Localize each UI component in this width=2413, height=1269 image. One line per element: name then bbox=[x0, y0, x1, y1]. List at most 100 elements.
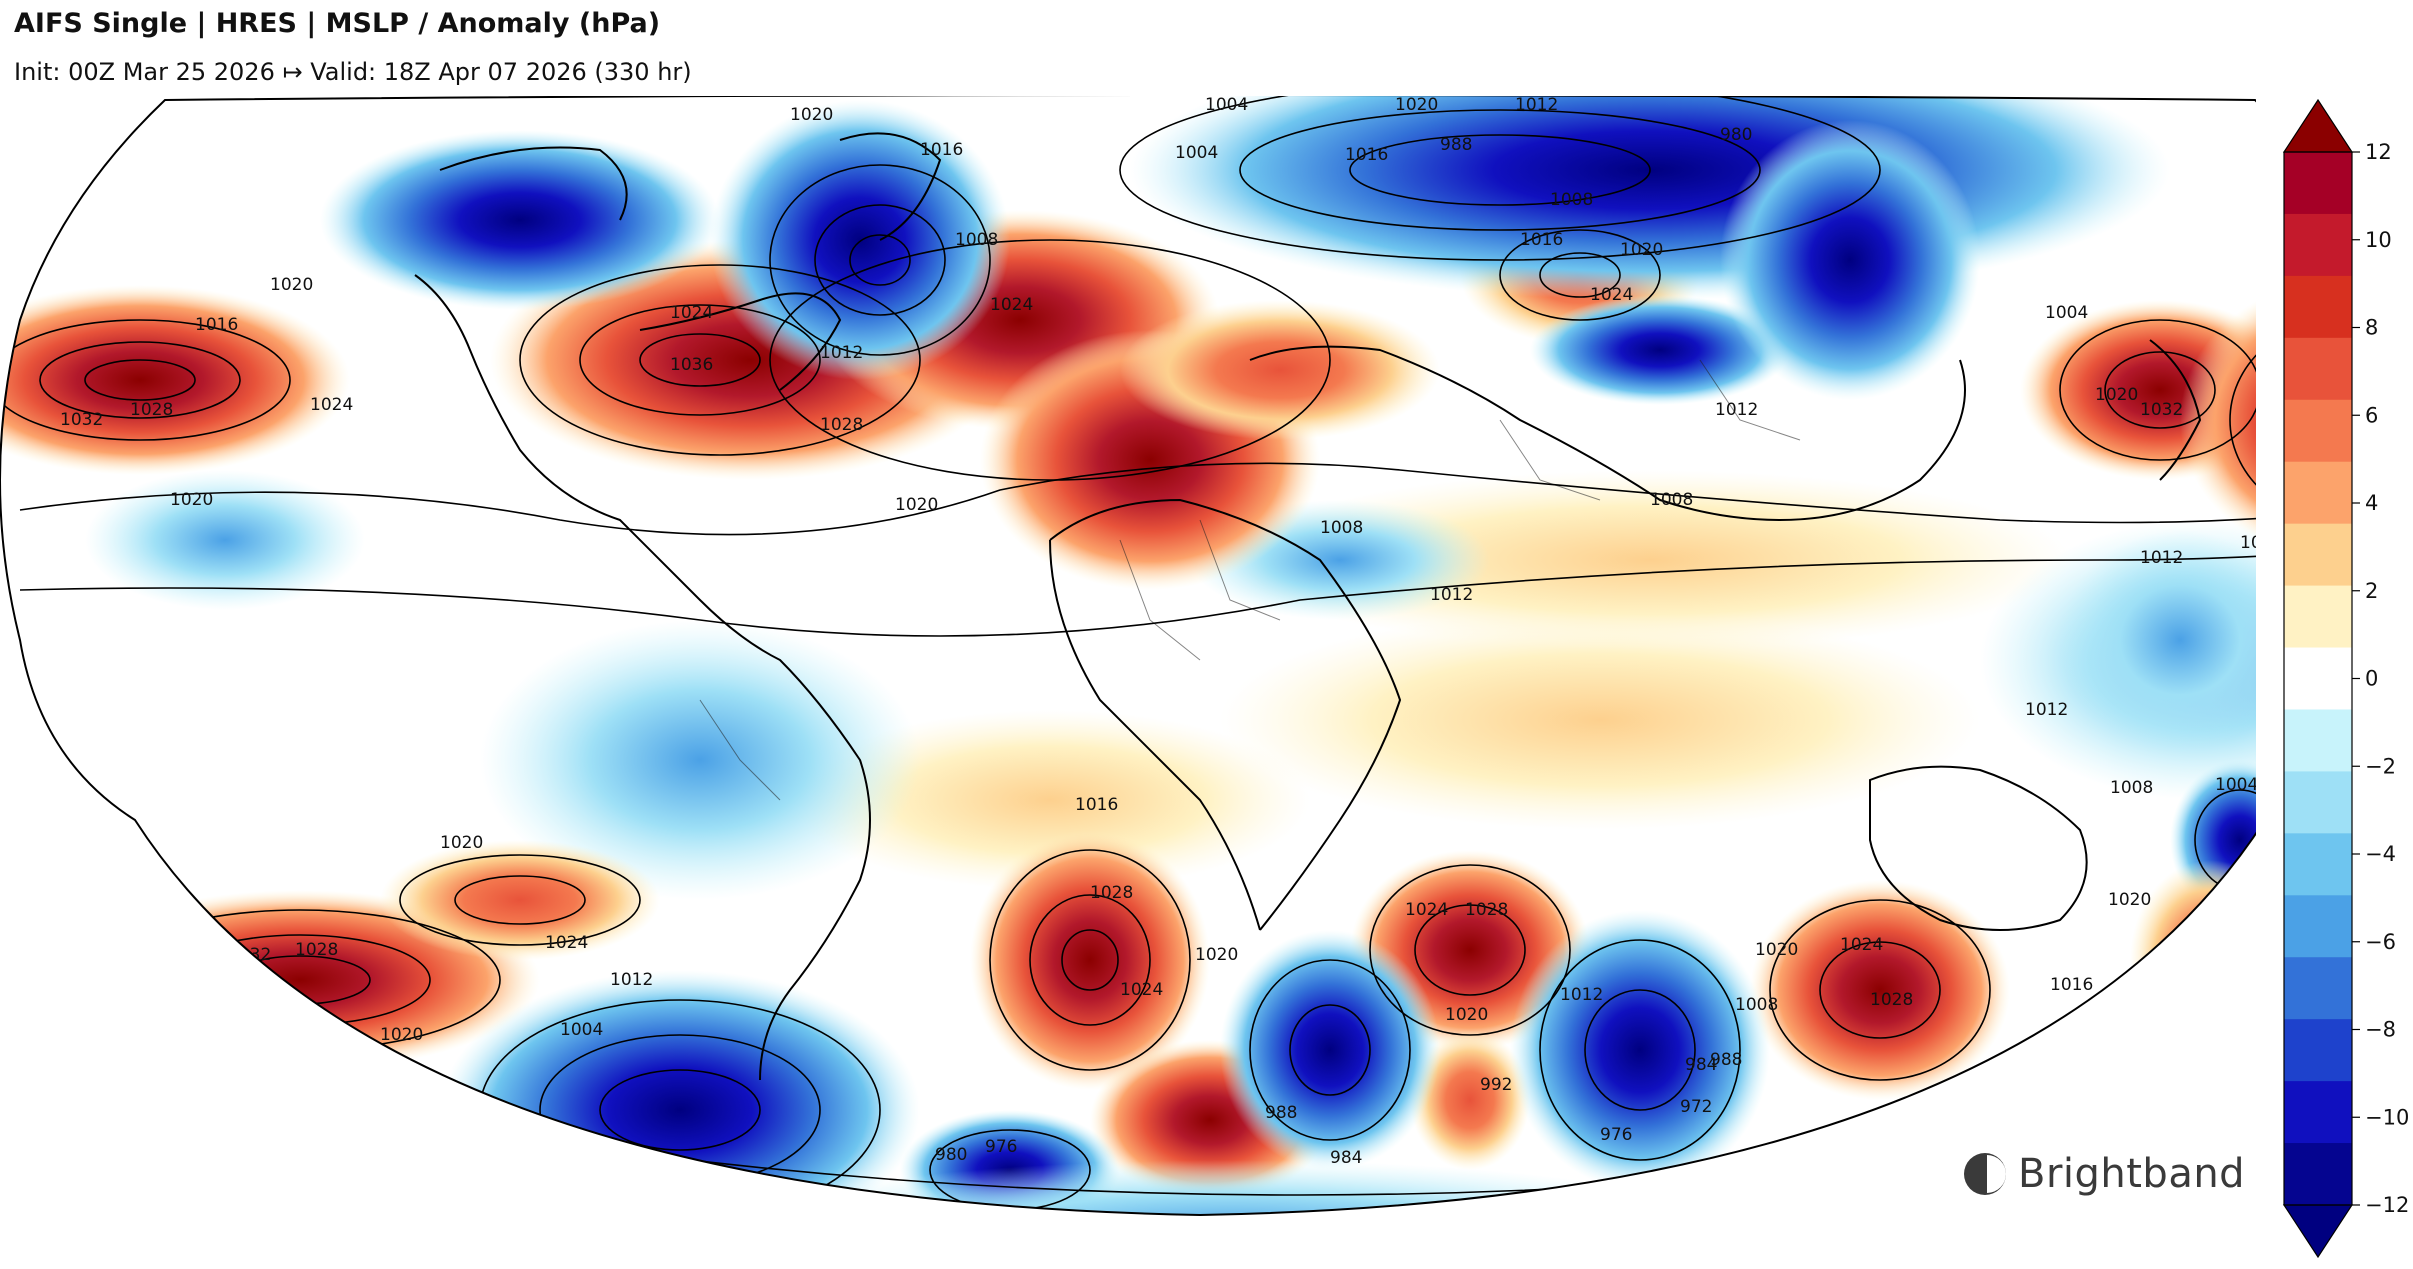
colorbar-band bbox=[2284, 833, 2352, 896]
contour-label: 1036 bbox=[670, 355, 713, 375]
colorbar-band bbox=[2284, 152, 2352, 215]
contour-label: 1004 bbox=[1175, 143, 1218, 163]
contour-label: 1008 bbox=[955, 230, 998, 250]
contour-label: 1020 bbox=[1620, 240, 1663, 260]
colorbar-tick-label: −8 bbox=[2365, 1018, 2396, 1042]
contour-label: 1020 bbox=[1755, 940, 1798, 960]
colorbar-tick-label: 0 bbox=[2365, 667, 2378, 691]
contour-label: 1028 bbox=[1090, 883, 1133, 903]
colorbar-tick-label: 8 bbox=[2365, 316, 2378, 340]
contour-label: 1016 bbox=[1520, 230, 1563, 250]
colorbar-band bbox=[2284, 1019, 2352, 1082]
contour-label: 1020 bbox=[440, 833, 483, 853]
contour-label: 1020 bbox=[380, 1025, 423, 1045]
contour-label: 1024 bbox=[1120, 980, 1163, 1000]
colorbar-band bbox=[2284, 461, 2352, 525]
contour-label: 980 bbox=[935, 1145, 967, 1165]
contour-label: 1008 bbox=[2110, 778, 2153, 798]
colorbar-tick-label: 4 bbox=[2365, 491, 2378, 515]
contour-label: 1028 bbox=[1465, 900, 1508, 920]
contour-label: 988 bbox=[1440, 135, 1472, 155]
contour-label: 1012 bbox=[1515, 95, 1558, 115]
colorbar-band bbox=[2284, 895, 2352, 958]
contour-label: 1024 bbox=[545, 933, 588, 953]
contour-label: 1020 bbox=[1445, 1005, 1488, 1025]
colorbar-tick-label: 12 bbox=[2365, 140, 2392, 164]
contour-label: 1032 bbox=[60, 410, 103, 430]
contour-label: 988 bbox=[1265, 1103, 1297, 1123]
colorbar-bands bbox=[2284, 152, 2352, 1206]
contour-label: 1020 bbox=[270, 275, 313, 295]
contour-label: 988 bbox=[1710, 1050, 1742, 1070]
contour-label: 1024 bbox=[1590, 285, 1633, 305]
colorbar-tick-label: −10 bbox=[2365, 1105, 2409, 1129]
contour-label: 1020 bbox=[895, 495, 938, 515]
colorbar-tick-label: −6 bbox=[2365, 930, 2396, 954]
contour-label: 1016 bbox=[920, 140, 963, 160]
contour-label: 1020 bbox=[2108, 890, 2151, 910]
contour-label: 1016 bbox=[2050, 975, 2093, 995]
colorbar-band bbox=[2284, 1081, 2352, 1144]
contour-label: 1008 bbox=[1650, 490, 1693, 510]
contour-label: 1004 bbox=[1205, 95, 1248, 115]
contour-label: 984 bbox=[1685, 1055, 1717, 1075]
contour-label: 1028 bbox=[295, 940, 338, 960]
contour-label: 984 bbox=[1330, 1148, 1362, 1168]
colorbar-band bbox=[2284, 771, 2352, 834]
contour-label: 1012 bbox=[820, 343, 863, 363]
contour-label: 1028 bbox=[820, 415, 863, 435]
contour-label: 1016 bbox=[1345, 145, 1388, 165]
colorbar-tick-label: −4 bbox=[2365, 842, 2396, 866]
colorbar-ticks: 12 10 8 6 4 2 0 −2 −4 −6 −8 −10 −12 bbox=[2352, 140, 2409, 1217]
colorbar-tick-label: −2 bbox=[2365, 754, 2396, 778]
page-subtitle: Init: 00Z Mar 25 2026 ↦ Valid: 18Z Apr 0… bbox=[14, 58, 692, 86]
colorbar-band bbox=[2284, 647, 2352, 711]
contour-label: 1004 bbox=[2045, 303, 2088, 323]
brightband-logo-icon bbox=[1964, 1153, 2006, 1195]
colorbar-extend-top bbox=[2282, 98, 2354, 153]
brightband-logo-text: Brightband bbox=[2018, 1151, 2246, 1197]
contour-label: 1012 bbox=[610, 970, 653, 990]
contour-label: 1020 bbox=[2095, 385, 2138, 405]
contour-label: 1012 bbox=[2025, 700, 2068, 720]
contour-label: 1024 bbox=[310, 395, 353, 415]
contour-label: 1004 bbox=[2215, 775, 2258, 795]
contour-label: 976 bbox=[1600, 1125, 1632, 1145]
contour-label: 1020 bbox=[790, 105, 833, 125]
page-title: AIFS Single | HRES | MSLP / Anomaly (hPa… bbox=[14, 8, 661, 39]
contour-label: 1024 bbox=[670, 303, 713, 323]
colorbar-tick-label: −12 bbox=[2365, 1193, 2409, 1217]
contour-label: 1020 bbox=[170, 490, 213, 510]
colorbar-tick-label: 2 bbox=[2365, 579, 2378, 603]
contour-label: 1012 bbox=[1560, 985, 1603, 1005]
contour-label: 1008 bbox=[1320, 518, 1363, 538]
contour-label: 1032 bbox=[2140, 400, 2183, 420]
contour-label: 1008 bbox=[1735, 995, 1778, 1015]
contour-label: 1008 bbox=[1550, 190, 1593, 210]
contour-label: 1012 bbox=[1430, 585, 1473, 605]
contour-label: 976 bbox=[985, 1137, 1017, 1157]
colorbar-tick-label: 10 bbox=[2365, 228, 2392, 252]
colorbar-band bbox=[2284, 337, 2352, 401]
colorbar-band bbox=[2284, 585, 2352, 649]
contour-label: 980 bbox=[1720, 125, 1752, 145]
contour-label: 1016 bbox=[1075, 795, 1118, 815]
colorbar-band bbox=[2284, 957, 2352, 1020]
contour-label: 972 bbox=[1680, 1097, 1712, 1117]
brightband-logo: Brightband bbox=[1962, 1151, 2245, 1197]
contour-label: 1024 bbox=[1405, 900, 1448, 920]
contour-label: 1012 bbox=[2140, 548, 2183, 568]
colorbar-band bbox=[2284, 523, 2352, 587]
colorbar-band bbox=[2284, 709, 2352, 773]
contour-label: 1004 bbox=[560, 1020, 603, 1040]
colorbar-extend-bottom bbox=[2282, 1204, 2354, 1259]
contour-label: 1012 bbox=[1715, 400, 1758, 420]
colorbar-band bbox=[2284, 275, 2352, 339]
contour-label: 1024 bbox=[1840, 935, 1883, 955]
colorbar-band bbox=[2284, 213, 2352, 277]
colorbar-tick-label: 6 bbox=[2365, 403, 2378, 427]
contour-label: 1024 bbox=[990, 295, 1033, 315]
globe-outline bbox=[0, 94, 2413, 1217]
contour-label: 992 bbox=[1480, 1075, 1512, 1095]
